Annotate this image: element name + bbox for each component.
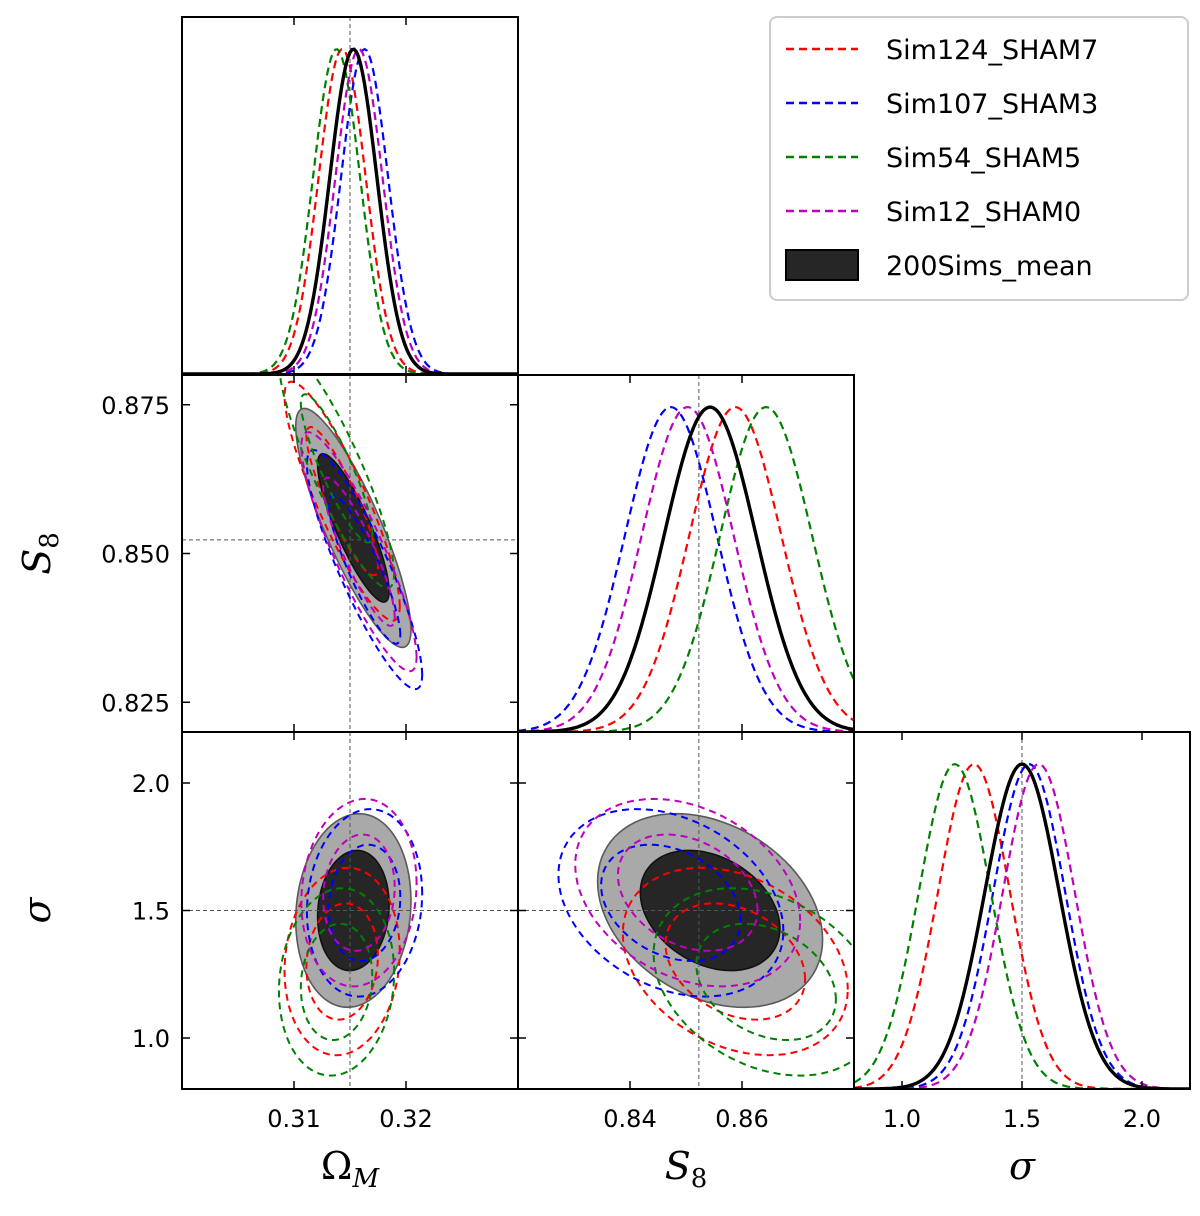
marginal-s8-Sim107_SHAM3 <box>518 405 854 732</box>
y-axis-label-s8: S8 <box>15 532 65 575</box>
legend-label: 200Sims_mean <box>886 251 1093 282</box>
contour-outer-Sim107_SHAM3 <box>305 808 424 998</box>
x-tick-label-s8: 0.86 <box>715 1105 768 1133</box>
panel-2d-s8-sig <box>517 731 855 1090</box>
contour-inner-Sim12_SHAM0 <box>322 833 396 952</box>
marginal-om-Sim124_SHAM7 <box>182 47 518 374</box>
x-tick-label-om: 0.32 <box>379 1105 432 1133</box>
axis-labels: ΩM S8 σ S8 σ <box>15 532 1036 1194</box>
x-tick-label-sig: 2.0 <box>1123 1105 1161 1133</box>
contour-inner-Sim107_SHAM3 <box>327 494 402 645</box>
y-tick-label-s8: 0.825 <box>101 689 170 717</box>
y-tick-label-sig: 2.0 <box>132 770 170 798</box>
panel-1d-om <box>181 16 519 375</box>
x-axis-label-sig: σ <box>1009 1144 1036 1188</box>
x-tick-label-sig: 1.5 <box>1003 1105 1041 1133</box>
x-tick-label-om: 0.31 <box>267 1105 320 1133</box>
contour-outer-Sim107_SHAM3 <box>557 808 785 998</box>
y-tick-label-s8: 0.875 <box>101 392 170 420</box>
legend-label: Sim124_SHAM7 <box>886 35 1098 66</box>
contour-inner-Sim54_SHAM5 <box>299 393 374 544</box>
marginal-om-200Sims_mean <box>182 47 518 374</box>
panel-1d-s8 <box>517 374 855 733</box>
panel-2d-om-s8 <box>181 374 519 733</box>
legend-label: Sim12_SHAM0 <box>886 197 1081 228</box>
y-tick-label-sig: 1.5 <box>132 898 170 926</box>
panel-2d-om-sig <box>181 731 519 1090</box>
legend: Sim124_SHAM7 Sim107_SHAM3 Sim54_SHAM5 Sim12… <box>769 16 1189 301</box>
contour-outer-Sim12_SHAM0 <box>574 797 802 988</box>
marginal-sig-Sim54_SHAM5 <box>854 762 1190 1089</box>
legend-label: Sim107_SHAM3 <box>886 89 1098 120</box>
contour-inner-Sim12_SHAM0 <box>322 476 396 627</box>
frame-1d-s8 <box>517 374 855 733</box>
marginal-sig-Sim124_SHAM7 <box>854 762 1190 1089</box>
contour-outer-Sim124_SHAM7 <box>283 866 401 1057</box>
x-axis-label-om: ΩM <box>321 1144 381 1194</box>
x-axis-label-s8: S8 <box>665 1144 708 1194</box>
x-tick-label-s8: 0.84 <box>603 1105 656 1133</box>
contour-outer-Sim54_SHAM5 <box>652 887 854 1077</box>
marginal-sig-200Sims_mean <box>854 762 1190 1089</box>
legend-label: Sim54_SHAM5 <box>886 143 1081 174</box>
y-tick-label-s8: 0.850 <box>101 541 170 569</box>
marginal-om-Sim12_SHAM0 <box>182 47 518 374</box>
contour-outer-Sim12_SHAM0 <box>300 797 418 988</box>
legend-frame <box>769 16 1189 301</box>
marginal-s8-Sim12_SHAM0 <box>518 405 854 732</box>
marginal-s8-Sim54_SHAM5 <box>518 405 854 732</box>
contour-inner-Sim107_SHAM3 <box>327 843 402 963</box>
contour-outer-Sim124_SHAM7 <box>621 866 849 1057</box>
axis-ticks: 0.31 0.32 0.84 0.86 1.0 1.5 2.0 0.825 0.850 0.875… <box>101 17 1161 1133</box>
legend-swatch-200Sims_mean <box>785 249 859 281</box>
contour-inner-Sim124_SHAM7 <box>305 902 379 1021</box>
y-tick-label-sig: 1.0 <box>132 1025 170 1053</box>
marginal-s8-200Sims_mean <box>518 405 854 732</box>
y-axis-label-sig: σ <box>15 896 59 923</box>
marginal-s8-Sim124_SHAM7 <box>518 406 854 732</box>
panel-1d-sig <box>853 731 1191 1090</box>
x-tick-label-sig: 1.0 <box>883 1105 921 1133</box>
contour-outer-Sim54_SHAM5 <box>277 887 396 1077</box>
contour-inner-Sim54_SHAM5 <box>299 922 374 1042</box>
